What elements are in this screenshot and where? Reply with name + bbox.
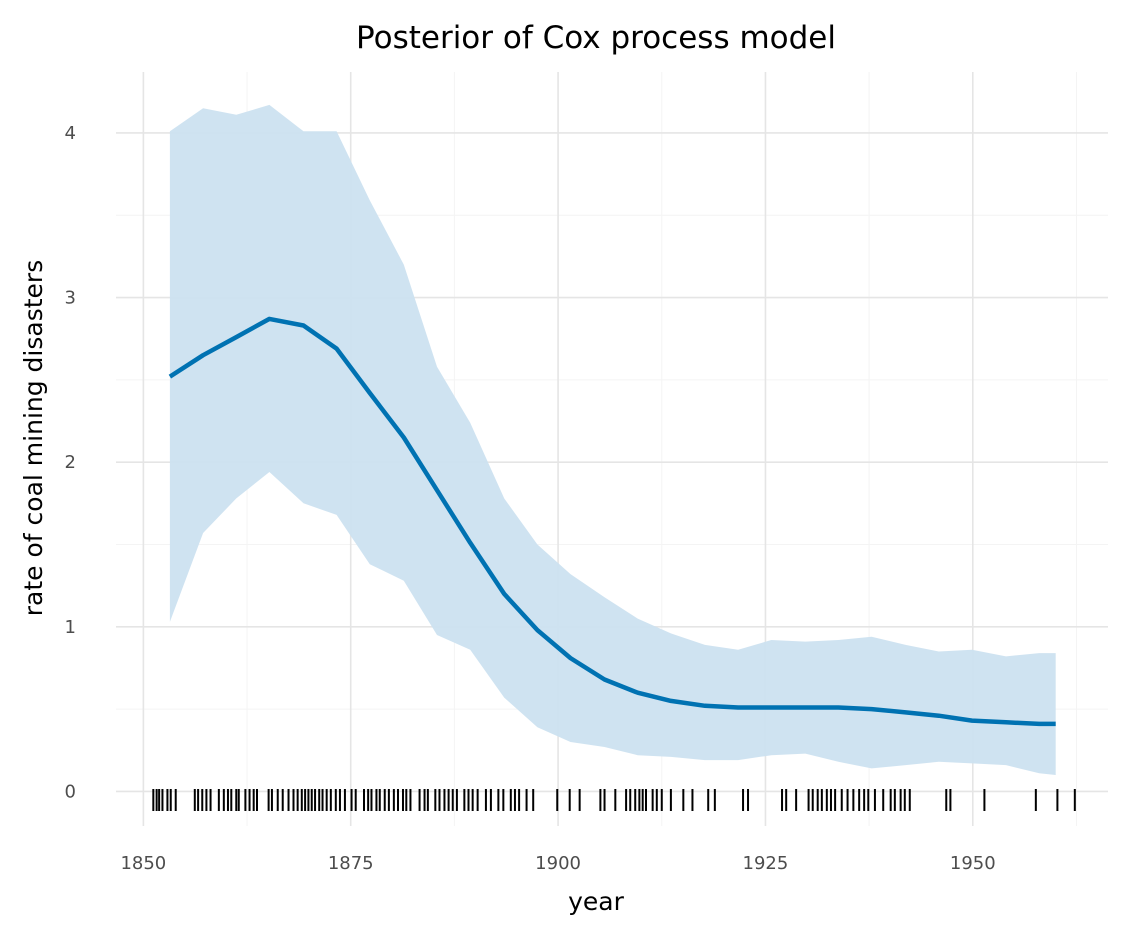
x-tick-label: 1950 (950, 853, 996, 874)
credible-interval-band (169, 104, 1056, 775)
x-tick-label: 1875 (328, 853, 374, 874)
x-tick-label: 1850 (120, 853, 166, 874)
chart-title: Posterior of Cox process model (356, 20, 836, 56)
x-tick-label: 1925 (743, 853, 789, 874)
event-rug (152, 789, 1076, 811)
posterior-mean-line (168, 316, 1056, 727)
x-tick-label: 1900 (535, 853, 581, 874)
y-tick-label: 1 (65, 617, 76, 638)
y-tick-label: 4 (65, 123, 76, 144)
y-axis-ticks: 0 1 2 3 4 (65, 123, 76, 803)
x-axis-ticks: 1850 1875 1900 1925 1950 (120, 853, 995, 874)
y-tick-label: 3 (65, 288, 76, 309)
y-axis-title: rate of coal mining disasters (19, 260, 48, 616)
y-tick-label: 2 (65, 452, 76, 473)
y-tick-label: 0 (65, 781, 76, 802)
x-axis-title: year (568, 887, 624, 916)
